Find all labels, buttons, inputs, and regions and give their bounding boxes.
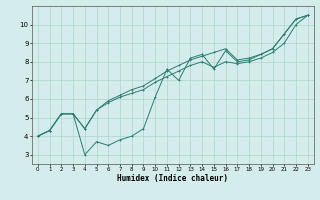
X-axis label: Humidex (Indice chaleur): Humidex (Indice chaleur) [117,174,228,183]
